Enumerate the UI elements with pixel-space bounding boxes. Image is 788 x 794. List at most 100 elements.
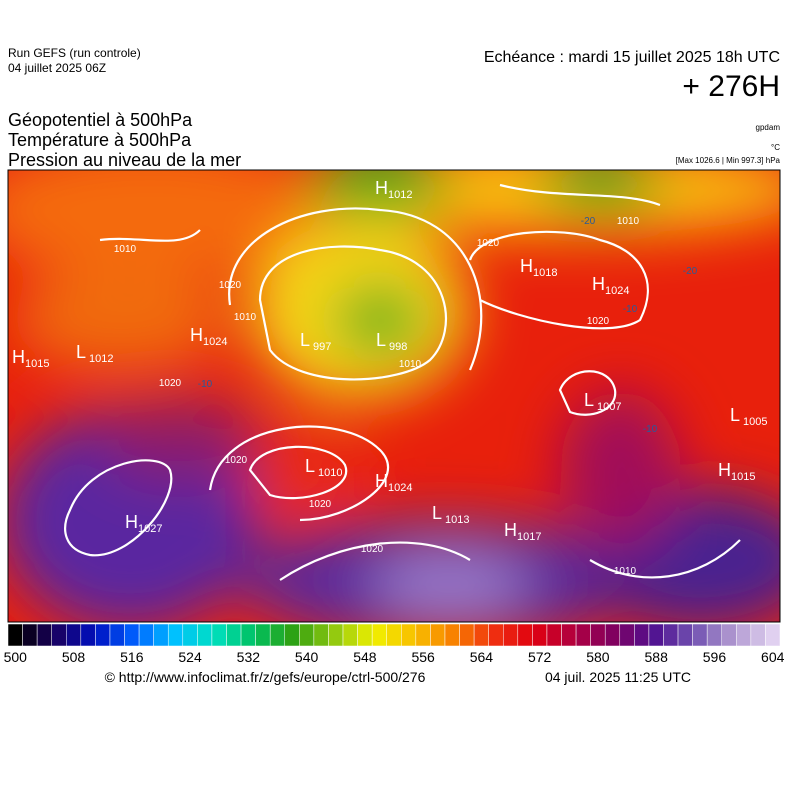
- colorbar-swatch: [197, 623, 213, 647]
- isobar-label: 1020: [219, 280, 242, 291]
- colorbar-label: 508: [62, 649, 86, 665]
- colorbar-swatch: [415, 623, 431, 647]
- center-value: 1017: [517, 531, 541, 543]
- center-type: H: [190, 325, 203, 345]
- colorbar-label: 532: [237, 649, 261, 665]
- colorbar-swatch: [357, 623, 373, 647]
- center-type: L: [305, 456, 315, 476]
- map: [8, 170, 780, 622]
- colorbar-swatch: [36, 623, 52, 647]
- colorbar-label: 524: [178, 649, 202, 665]
- center-type: H: [504, 520, 517, 540]
- title: Pression au niveau de la mer: [8, 150, 241, 170]
- colorbar-swatch: [575, 623, 591, 647]
- isotherm-label: -10: [623, 304, 638, 315]
- colorbar-swatch: [517, 623, 533, 647]
- source: © http://www.infoclimat.fr/z/gefs/europe…: [105, 669, 426, 685]
- colorbar-swatch: [167, 623, 184, 647]
- colorbar-swatch: [240, 623, 256, 647]
- colorbar-label: 580: [586, 649, 610, 665]
- colorbar-swatch: [138, 623, 154, 647]
- center-type: L: [300, 330, 310, 350]
- center-type: H: [592, 274, 605, 294]
- colorbar-label: 588: [645, 649, 669, 665]
- colorbar-swatch: [648, 623, 664, 647]
- isobar-label: 1020: [361, 544, 384, 555]
- center-value: 1024: [388, 482, 412, 494]
- unit-label: °C: [771, 143, 780, 152]
- colorbar-swatch: [765, 623, 781, 647]
- colorbar-swatch: [7, 623, 23, 647]
- center-value: 998: [389, 341, 407, 353]
- colorbar-swatch: [604, 623, 621, 647]
- isobar-label: 1020: [225, 455, 248, 466]
- unit-label: gpdam: [756, 123, 781, 132]
- title: Température à 500hPa: [8, 130, 192, 150]
- center-type: L: [376, 330, 386, 350]
- isotherm-label: -20: [581, 216, 596, 227]
- colorbar-swatch: [532, 623, 548, 647]
- colorbar-swatch: [546, 623, 562, 647]
- center-value: 1010: [318, 467, 342, 479]
- isotherm-label: -20: [683, 266, 698, 277]
- colorbar-swatch: [706, 623, 722, 647]
- colorbar-label: 596: [703, 649, 727, 665]
- center-type: H: [520, 256, 533, 276]
- center-value: 1005: [743, 416, 767, 428]
- center-value: 1012: [89, 353, 113, 365]
- isobar-label: 1020: [309, 499, 332, 510]
- colorbar-swatch: [313, 623, 329, 647]
- colorbar-swatch: [590, 623, 606, 647]
- colorbar: 500 508 516 524 532 540 548 556 564 572 580 588 596 6…: [4, 623, 785, 665]
- lead-time: + 276H: [682, 70, 780, 103]
- echeance: Echéance : mardi 15 juillet 2025 18h UTC: [484, 49, 780, 66]
- colorbar-swatch: [328, 623, 344, 647]
- center-type: H: [375, 471, 388, 491]
- colorbar-swatch: [66, 623, 82, 647]
- colorbar-swatch: [299, 623, 315, 647]
- colorbar-swatch: [561, 623, 577, 647]
- colorbar-swatch: [284, 623, 300, 647]
- center-value: 1024: [605, 285, 629, 297]
- run-date: 04 juillet 2025 06Z: [8, 61, 106, 75]
- isotherm-label: -10: [643, 424, 658, 435]
- title: Géopotentiel à 500hPa: [8, 110, 193, 130]
- colorbar-swatch: [342, 623, 358, 647]
- colorbar-swatch: [22, 623, 38, 647]
- colorbar-swatch: [124, 623, 140, 647]
- center-value: 1012: [388, 189, 412, 201]
- center-value: 1015: [25, 358, 49, 370]
- colorbar-label: 564: [470, 649, 494, 665]
- center-type: H: [718, 460, 731, 480]
- colorbar-swatch: [211, 623, 227, 647]
- colorbar-swatch: [371, 623, 387, 647]
- colorbar-swatch: [444, 623, 460, 647]
- isobar-label: 1010: [114, 244, 137, 255]
- center-type: L: [432, 503, 442, 523]
- colorbar-swatch: [255, 623, 271, 647]
- colorbar-swatch: [502, 623, 519, 647]
- colorbar-swatch: [153, 623, 169, 647]
- isobar-label: 1010: [234, 312, 257, 323]
- colorbar-label: 604: [761, 649, 785, 665]
- center-type: H: [12, 347, 25, 367]
- center-type: H: [125, 512, 138, 532]
- colorbar-swatch: [459, 623, 475, 647]
- timestamp: 04 juil. 2025 11:25 UTC: [545, 669, 691, 685]
- colorbar-swatch: [750, 623, 766, 647]
- colorbar-swatch: [51, 623, 67, 647]
- center-value: 1007: [597, 401, 621, 413]
- center-type: H: [375, 178, 388, 198]
- isobar-label: 1010: [399, 359, 422, 370]
- center-type: L: [76, 342, 86, 362]
- center-type: L: [730, 405, 740, 425]
- isobar-label: 1020: [477, 238, 500, 249]
- colorbar-swatch: [663, 623, 679, 647]
- colorbar-swatch: [430, 623, 446, 647]
- isobar-label: 1010: [617, 216, 640, 227]
- colorbar-swatch: [95, 623, 111, 647]
- colorbar-label: 548: [353, 649, 377, 665]
- colorbar-label: 516: [120, 649, 144, 665]
- run-label: Run GEFS (run controle): [8, 46, 141, 60]
